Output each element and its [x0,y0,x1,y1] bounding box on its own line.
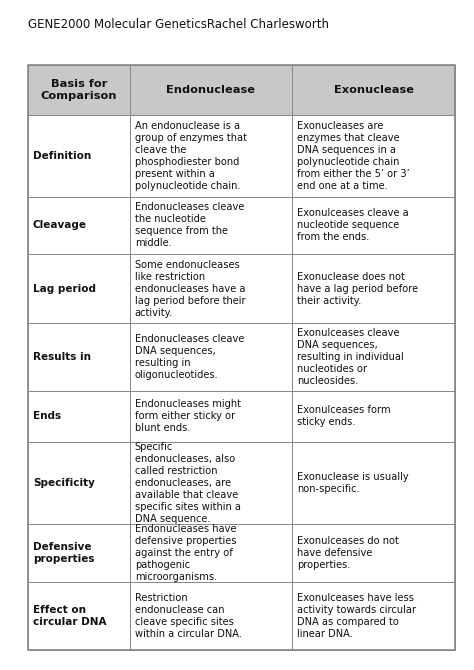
Text: Endonuclease: Endonuclease [166,85,255,95]
Text: Exonulceases cleave
DNA sequences,
resulting in individual
nucleotides or
nucleo: Exonulceases cleave DNA sequences, resul… [297,328,404,386]
Bar [28,254,129,323]
Text: Endonucleases cleave
DNA sequences,
resulting in
oligonucleotides.: Endonucleases cleave DNA sequences, resu… [135,334,244,380]
Bar [292,115,455,197]
Text: Basis for
Comparison: Basis for Comparison [41,79,117,101]
Text: Some endonucleases
like restriction
endonucleases have a
lag period before their: Some endonucleases like restriction endo… [135,259,245,318]
Bar [129,65,292,115]
Text: Exonulceases form
sticky ends.: Exonulceases form sticky ends. [297,405,391,427]
Text: Endonucleases might
form either sticky or
blunt ends.: Endonucleases might form either sticky o… [135,399,241,433]
Bar [292,442,455,524]
Bar [28,524,129,582]
Bar [292,323,455,391]
Bar [129,524,292,582]
Text: Definition: Definition [33,151,91,161]
Bar [28,442,129,524]
Bar [129,197,292,254]
Text: Defensive
properties: Defensive properties [33,542,94,564]
Bar [292,524,455,582]
Bar [28,582,129,650]
Text: Lag period: Lag period [33,283,96,293]
Bar [129,391,292,442]
Bar [129,254,292,323]
Bar [292,65,455,115]
Bar [129,442,292,524]
Text: Ends: Ends [33,411,61,421]
Text: Endonucleases have
defensive properties
against the entry of
pathogenic
microorg: Endonucleases have defensive properties … [135,524,236,582]
Text: Cleavage: Cleavage [33,220,87,230]
Text: Exonuclease does not
have a lag period before
their activity.: Exonuclease does not have a lag period b… [297,271,419,306]
Text: Restriction
endonuclease can
cleave specific sites
within a circular DNA.: Restriction endonuclease can cleave spec… [135,593,242,639]
Text: Effect on
circular DNA: Effect on circular DNA [33,605,107,627]
Text: Exonuclease is usually
non-specific.: Exonuclease is usually non-specific. [297,472,409,494]
Text: Exonulceases have less
activity towards circular
DNA as compared to
linear DNA.: Exonulceases have less activity towards … [297,593,417,639]
Text: Endonucleases cleave
the nucleotide
sequence from the
middle.: Endonucleases cleave the nucleotide sequ… [135,202,244,249]
Text: Exonulceases do not
have defensive
properties.: Exonulceases do not have defensive prope… [297,536,399,570]
Text: Exonucleases are
enzymes that cleave
DNA sequences in a
polynucleotide chain
fro: Exonucleases are enzymes that cleave DNA… [297,121,410,191]
Bar [28,391,129,442]
Bar [28,323,129,391]
Bar [129,323,292,391]
Bar [28,65,455,650]
Bar [292,391,455,442]
Bar [28,65,129,115]
Text: Specific
endonucleases, also
called restriction
endonucleases, are
available tha: Specific endonucleases, also called rest… [135,442,241,524]
Text: Results in: Results in [33,352,91,362]
Bar [129,115,292,197]
Bar [292,197,455,254]
Text: Specificity: Specificity [33,478,95,488]
Bar [292,582,455,650]
Bar [28,197,129,254]
Text: Exonulceases cleave a
nucleotide sequence
from the ends.: Exonulceases cleave a nucleotide sequenc… [297,208,409,243]
Bar [292,254,455,323]
Text: An endonuclease is a
group of enzymes that
cleave the
phosphodiester bond
presen: An endonuclease is a group of enzymes th… [135,121,246,191]
Text: GENE2000 Molecular GeneticsRachel Charlesworth: GENE2000 Molecular GeneticsRachel Charle… [28,18,329,31]
Bar [129,582,292,650]
Text: Exonuclease: Exonuclease [334,85,414,95]
Bar [28,115,129,197]
